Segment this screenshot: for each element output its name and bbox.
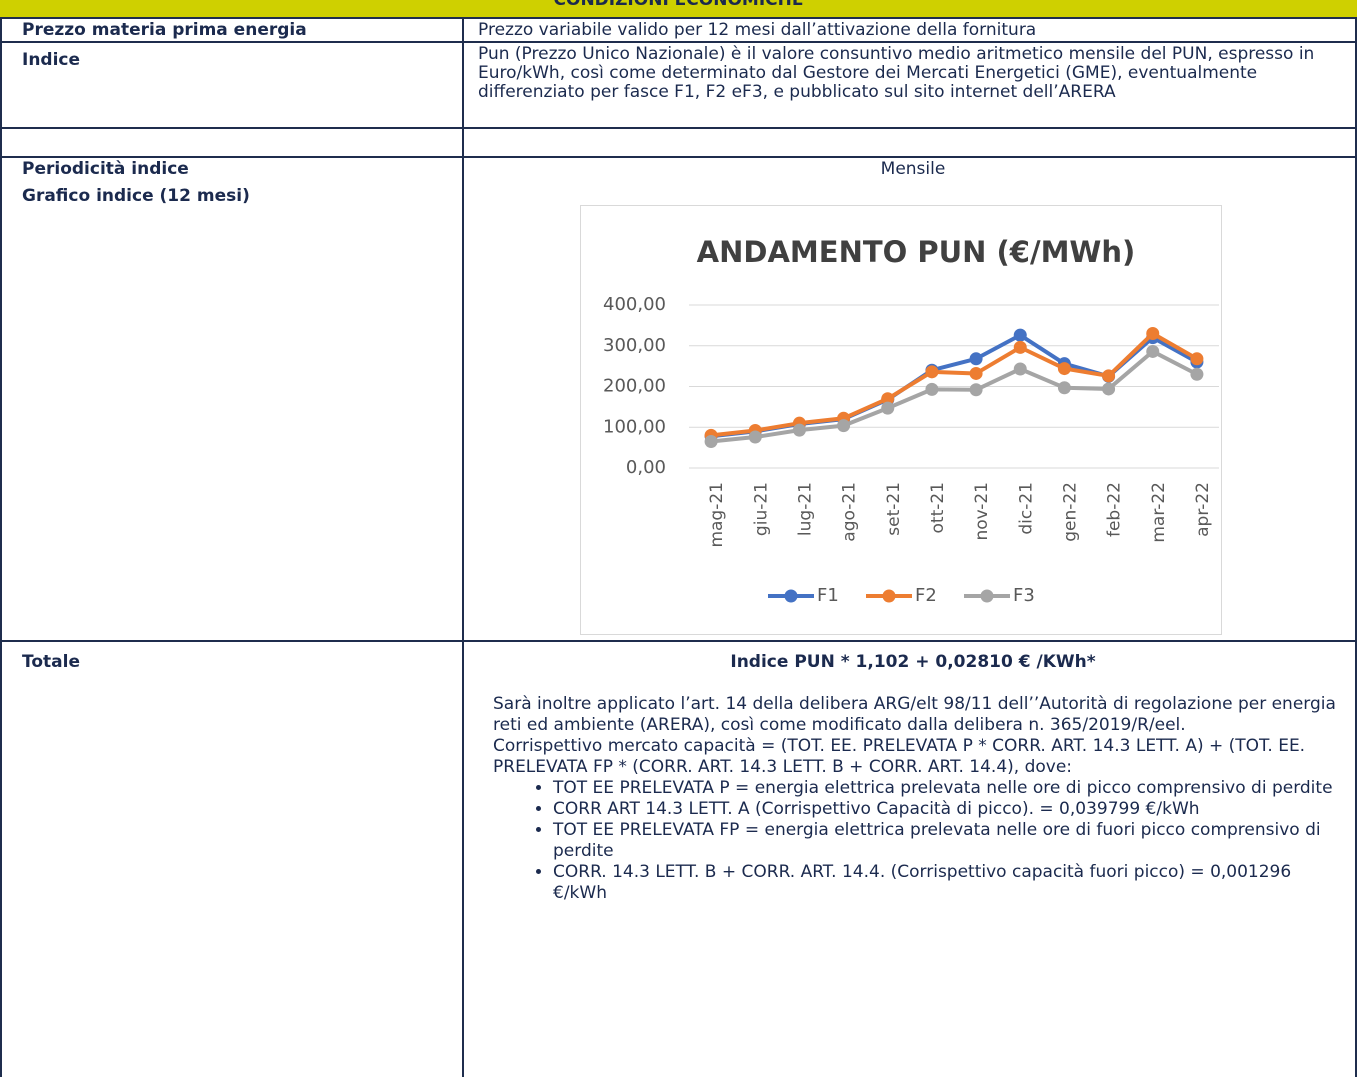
x-tick-label: lug-21 — [795, 482, 815, 536]
point — [969, 352, 983, 366]
chart: ANDAMENTO PUN (€/MWh) 0,00 100,00 200,00 30… — [580, 205, 1222, 635]
paragraph: Corrispettivo mercato capacità = (TOT. E… — [493, 736, 1306, 777]
y-tick-label: 400,00 — [603, 294, 666, 315]
x-tick-label: mar-22 — [1149, 482, 1169, 543]
point — [969, 366, 983, 380]
point — [969, 383, 983, 397]
x-tick-label: apr-22 — [1193, 482, 1213, 537]
x-tick-label: nov-21 — [972, 482, 992, 541]
point — [837, 419, 851, 433]
series-line — [710, 333, 1198, 439]
row-value: Mensile — [880, 159, 946, 179]
point — [1013, 340, 1027, 354]
point — [1146, 327, 1160, 341]
x-tick-label: feb-22 — [1105, 482, 1125, 537]
bullet: TOT EE PRELEVATA P = energia elettrica p… — [553, 778, 1343, 799]
col-border — [462, 17, 464, 1077]
point — [1190, 352, 1204, 366]
bullet-list: TOT EE PRELEVATA P = energia elettrica p… — [493, 778, 1343, 904]
point — [1102, 369, 1116, 383]
header-title: CONDIZIONI ECONOMICHE — [553, 0, 804, 10]
bullet: CORR ART 14.3 LETT. A (Corrispettivo Cap… — [553, 799, 1343, 820]
x-tick-label: set-21 — [884, 482, 904, 536]
x-tick-label: mag-21 — [707, 482, 727, 548]
legend-label: F3 — [1013, 585, 1035, 606]
row-label: Grafico indice (12 mesi) — [22, 186, 250, 206]
y-tick-label: 0,00 — [626, 457, 666, 478]
x-tick-label: dic-21 — [1016, 482, 1036, 535]
x-tick-label: ott-21 — [928, 482, 948, 534]
bullet: CORR. 14.3 LETT. B + CORR. ART. 14.4. (C… — [553, 862, 1343, 904]
point — [704, 435, 718, 449]
point — [1146, 344, 1160, 358]
point — [1057, 362, 1071, 376]
point — [925, 365, 939, 379]
bullet: TOT EE PRELEVATA FP = energia elettrica … — [553, 820, 1343, 862]
legend-label: F1 — [817, 585, 839, 606]
row-label: Prezzo materia prima energia — [22, 20, 307, 40]
point — [881, 392, 895, 406]
chart-title: ANDAMENTO PUN (€/MWh) — [697, 235, 1136, 269]
row-value: Prezzo variabile valido per 12 mesi dall… — [478, 20, 1037, 40]
legend-marker — [980, 589, 994, 603]
header: CONDIZIONI ECONOMICHE — [0, 0, 1357, 17]
row-border — [0, 41, 1357, 43]
y-tick-label: 300,00 — [603, 335, 666, 356]
legend-marker — [784, 589, 798, 603]
point — [925, 382, 939, 396]
row-border — [0, 156, 1357, 158]
row-border — [0, 127, 1357, 129]
row-border — [0, 640, 1357, 642]
legend-marker — [882, 589, 896, 603]
row-border — [0, 17, 1357, 19]
paragraph: Sarà inoltre applicato l’art. 14 della d… — [493, 694, 1336, 735]
total-text: Sarà inoltre applicato l’art. 14 della d… — [493, 694, 1343, 904]
row-value: Pun (Prezzo Unico Nazionale) è il valore… — [478, 44, 1315, 102]
x-tick-label: ago-21 — [840, 482, 860, 542]
col-border — [0, 17, 2, 1077]
row-label: Totale — [22, 652, 80, 672]
y-tick-label: 100,00 — [603, 416, 666, 437]
point — [1190, 367, 1204, 381]
formula: Indice PUN * 1,102 + 0,02810 € /KWh* — [730, 652, 1096, 672]
row-label: Indice — [22, 50, 81, 70]
row-label: Periodicità indice — [22, 159, 189, 179]
point — [1102, 382, 1116, 396]
col-border — [1355, 17, 1357, 1077]
point — [1057, 381, 1071, 395]
point — [881, 401, 895, 415]
series-line — [710, 331, 1198, 438]
x-tick-label: giu-21 — [751, 482, 771, 536]
legend-label: F2 — [915, 585, 937, 606]
point — [1013, 328, 1027, 342]
series-line — [710, 349, 1198, 444]
point — [748, 430, 762, 444]
y-tick-label: 200,00 — [603, 376, 666, 397]
point — [1013, 362, 1027, 376]
point — [792, 423, 806, 437]
x-tick-label: gen-22 — [1060, 482, 1080, 542]
